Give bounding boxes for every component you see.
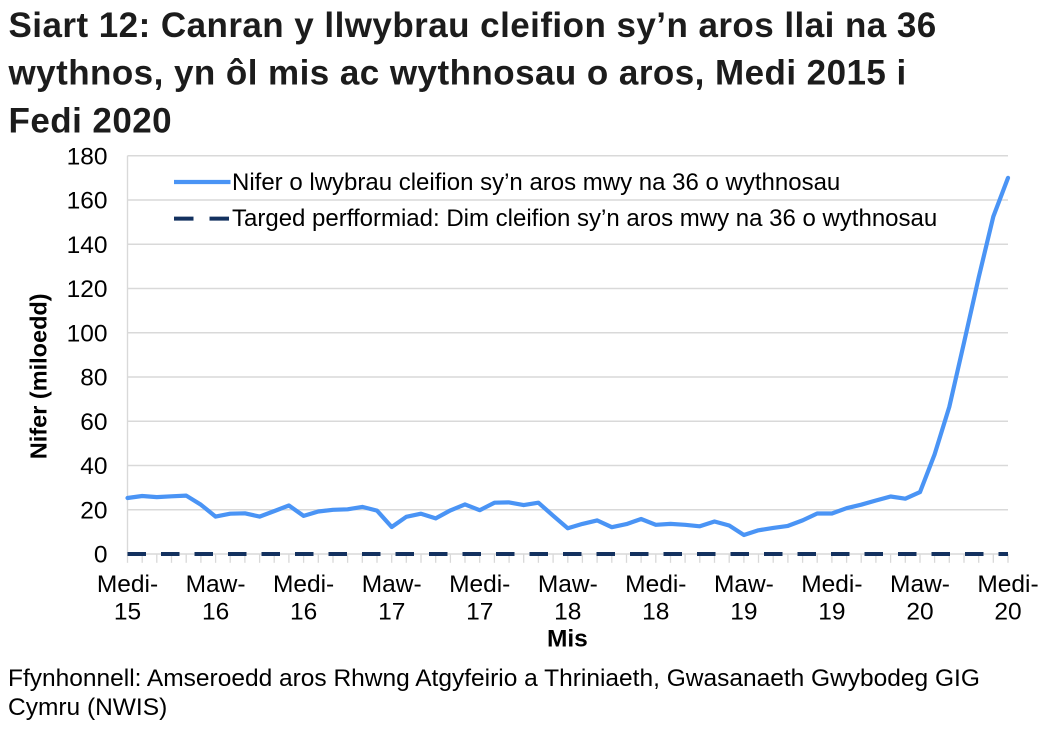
- svg-text:0: 0: [94, 542, 108, 569]
- svg-text:100: 100: [67, 320, 108, 347]
- svg-text:Targed perfformiad: Dim cleifi: Targed perfformiad: Dim cleifion sy’n ar…: [232, 205, 937, 232]
- svg-text:Fedi 2020: Fedi 2020: [9, 101, 173, 140]
- svg-text:18: 18: [554, 599, 581, 626]
- svg-text:Cymru (NWIS): Cymru (NWIS): [8, 694, 167, 721]
- svg-text:17: 17: [378, 599, 405, 626]
- svg-text:Maw-: Maw-: [362, 571, 422, 598]
- svg-text:16: 16: [290, 599, 317, 626]
- svg-text:16: 16: [202, 599, 229, 626]
- svg-text:Ffynhonnell: Amseroedd aros Rh: Ffynhonnell: Amseroedd aros Rhwng Atgyfe…: [8, 665, 980, 692]
- svg-text:Maw-: Maw-: [538, 571, 598, 598]
- svg-text:19: 19: [730, 599, 757, 626]
- svg-text:Maw-: Maw-: [186, 571, 246, 598]
- svg-text:Siart 12: Canran y llwybrau cl: Siart 12: Canran y llwybrau cleifion sy’…: [9, 6, 937, 45]
- svg-text:60: 60: [80, 409, 107, 436]
- svg-text:20: 20: [906, 599, 933, 626]
- svg-text:Mis: Mis: [547, 626, 588, 653]
- svg-text:Nifer (miloedd): Nifer (miloedd): [25, 293, 51, 459]
- svg-text:160: 160: [67, 188, 108, 215]
- svg-text:Maw-: Maw-: [890, 571, 950, 598]
- svg-text:18: 18: [642, 599, 669, 626]
- svg-text:17: 17: [466, 599, 493, 626]
- svg-text:20: 20: [994, 599, 1021, 626]
- svg-text:Medi-: Medi-: [625, 571, 686, 598]
- svg-text:Medi-: Medi-: [449, 571, 510, 598]
- svg-text:20: 20: [80, 497, 107, 524]
- svg-text:15: 15: [114, 599, 141, 626]
- svg-text:Nifer o lwybrau cleifion sy’n: Nifer o lwybrau cleifion sy’n aros mwy n…: [232, 169, 840, 196]
- svg-text:Medi-: Medi-: [977, 571, 1038, 598]
- svg-text:Maw-: Maw-: [714, 571, 774, 598]
- svg-text:40: 40: [80, 453, 107, 480]
- svg-text:wythnos, yn ôl mis ac wythnosa: wythnos, yn ôl mis ac wythnosau o aros, …: [8, 54, 907, 93]
- svg-text:19: 19: [818, 599, 845, 626]
- svg-text:Medi-: Medi-: [97, 571, 158, 598]
- svg-text:180: 180: [67, 143, 108, 170]
- svg-text:Medi-: Medi-: [273, 571, 334, 598]
- svg-text:80: 80: [80, 365, 107, 392]
- svg-text:140: 140: [67, 232, 108, 259]
- svg-text:Medi-: Medi-: [801, 571, 862, 598]
- svg-text:120: 120: [67, 276, 108, 303]
